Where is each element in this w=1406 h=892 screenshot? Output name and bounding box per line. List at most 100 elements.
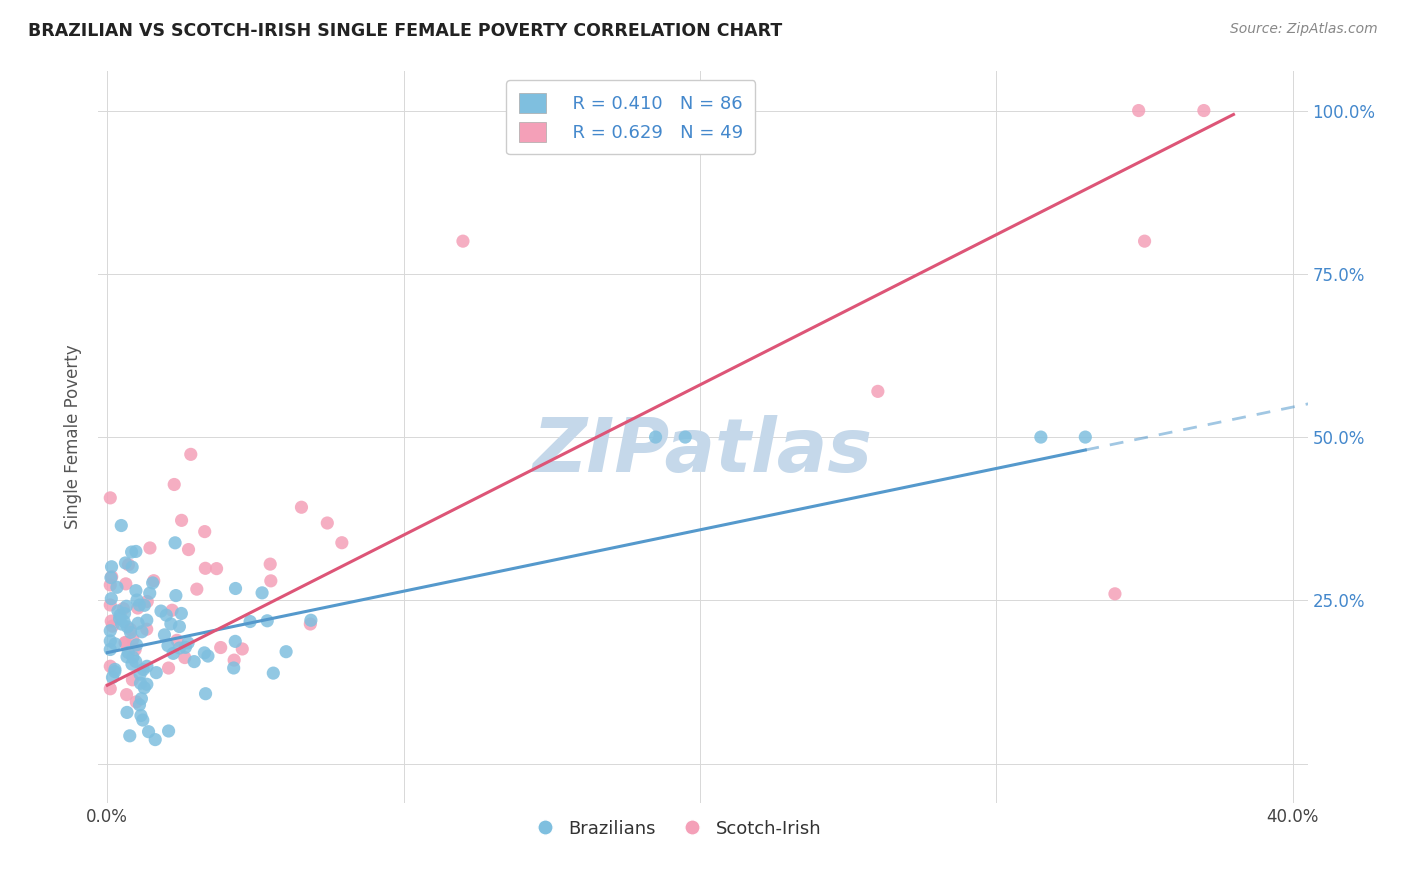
Point xyxy=(165,589,187,603)
Point xyxy=(121,545,143,559)
Point xyxy=(114,636,136,650)
Point xyxy=(129,676,152,690)
Point xyxy=(127,616,149,631)
Point xyxy=(115,649,138,664)
Point xyxy=(108,608,131,623)
Point xyxy=(866,384,889,399)
Point xyxy=(170,607,193,621)
Point xyxy=(125,655,148,669)
Point xyxy=(134,681,156,695)
Point xyxy=(114,607,136,621)
Point xyxy=(110,617,132,632)
Point xyxy=(98,598,121,612)
Point xyxy=(125,695,148,709)
Point xyxy=(117,620,139,634)
Point xyxy=(114,556,136,570)
Point xyxy=(100,591,122,606)
Point xyxy=(132,663,155,677)
Point xyxy=(122,650,145,665)
Point xyxy=(145,665,167,680)
Point xyxy=(142,574,165,588)
Point xyxy=(259,557,281,571)
Point xyxy=(124,642,146,657)
Text: ZIPatlas: ZIPatlas xyxy=(533,415,873,488)
Point xyxy=(120,623,142,637)
Point xyxy=(169,619,191,633)
Point xyxy=(100,571,122,585)
Point xyxy=(231,642,253,657)
Point xyxy=(107,604,129,618)
Point xyxy=(149,604,172,618)
Point xyxy=(160,603,183,617)
Point xyxy=(108,611,131,625)
Point xyxy=(260,574,283,588)
Point xyxy=(135,613,157,627)
Point xyxy=(1128,103,1150,118)
Point xyxy=(125,638,148,652)
Point xyxy=(157,661,180,675)
Point xyxy=(180,447,202,461)
Point xyxy=(451,234,474,248)
Point xyxy=(117,646,139,660)
Point xyxy=(299,617,322,632)
Point xyxy=(153,628,176,642)
Point xyxy=(1133,234,1156,248)
Point xyxy=(135,622,157,636)
Point xyxy=(132,713,155,727)
Point xyxy=(222,661,245,675)
Point xyxy=(209,640,232,655)
Point xyxy=(104,665,127,679)
Point xyxy=(134,599,156,613)
Point xyxy=(177,636,200,650)
Point xyxy=(250,586,273,600)
Point xyxy=(105,580,128,594)
Point xyxy=(121,673,143,687)
Point xyxy=(115,599,138,614)
Point xyxy=(224,634,246,648)
Point xyxy=(121,560,143,574)
Point xyxy=(299,613,322,627)
Point xyxy=(104,637,127,651)
Point xyxy=(125,544,148,558)
Point xyxy=(1104,587,1126,601)
Point xyxy=(128,698,150,712)
Point xyxy=(1192,103,1215,118)
Point xyxy=(117,558,139,572)
Point xyxy=(101,619,124,633)
Point xyxy=(169,640,191,655)
Point xyxy=(115,688,138,702)
Point xyxy=(160,616,183,631)
Point xyxy=(162,646,184,660)
Point xyxy=(194,561,217,575)
Point xyxy=(121,657,143,672)
Point xyxy=(100,570,122,584)
Point xyxy=(98,634,121,648)
Point xyxy=(128,598,150,612)
Point xyxy=(673,430,696,444)
Point xyxy=(98,624,121,638)
Point xyxy=(224,653,246,667)
Point xyxy=(114,635,136,649)
Point xyxy=(194,687,217,701)
Point xyxy=(100,559,122,574)
Text: Source: ZipAtlas.com: Source: ZipAtlas.com xyxy=(1230,22,1378,37)
Point xyxy=(129,708,152,723)
Point xyxy=(98,659,121,673)
Point xyxy=(170,513,193,527)
Point xyxy=(114,577,136,591)
Point xyxy=(155,608,177,623)
Point xyxy=(110,518,132,533)
Point xyxy=(98,578,121,592)
Point xyxy=(139,541,162,555)
Point xyxy=(316,516,339,530)
Point xyxy=(131,691,153,706)
Point xyxy=(104,662,127,676)
Point xyxy=(112,601,135,615)
Point xyxy=(186,582,208,596)
Point xyxy=(135,677,157,691)
Point xyxy=(194,524,217,539)
Point xyxy=(98,642,121,657)
Text: BRAZILIAN VS SCOTCH-IRISH SINGLE FEMALE POVERTY CORRELATION CHART: BRAZILIAN VS SCOTCH-IRISH SINGLE FEMALE … xyxy=(28,22,782,40)
Point xyxy=(125,583,148,598)
Point xyxy=(122,632,145,647)
